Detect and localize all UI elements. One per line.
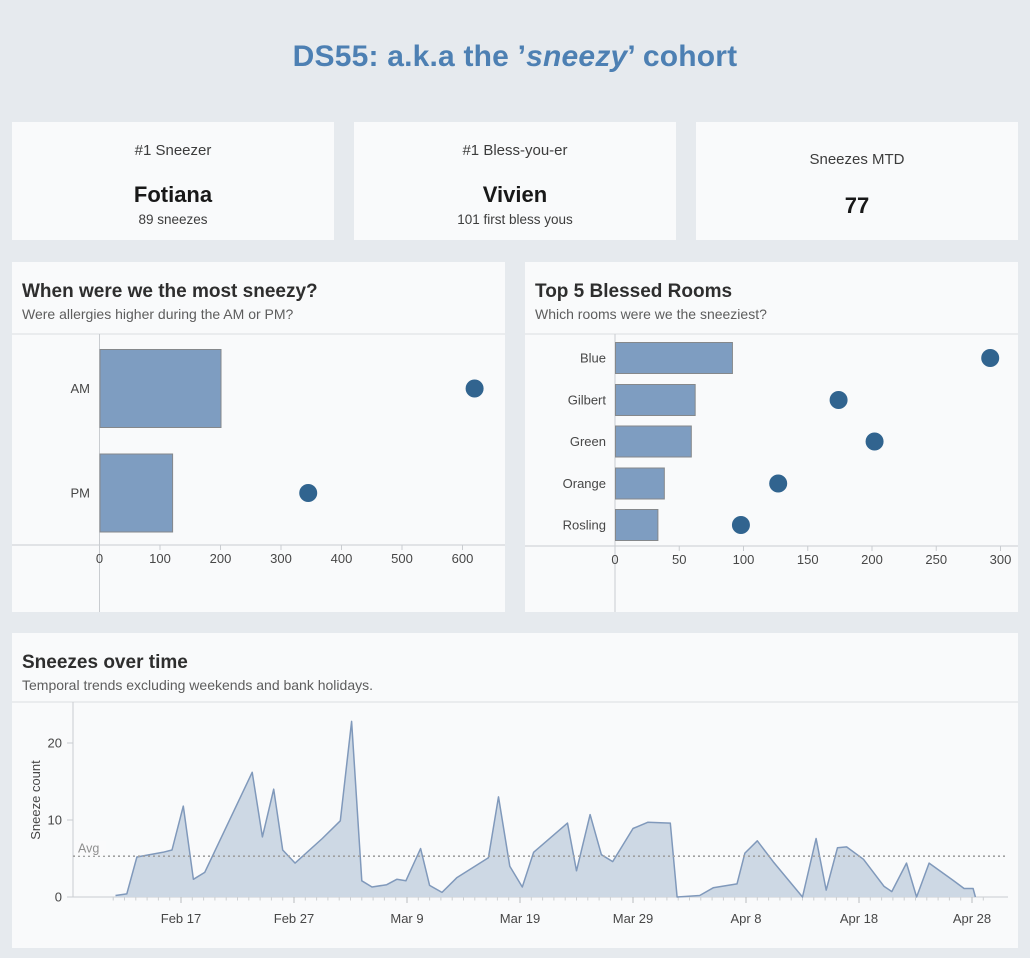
x-tick-label: Feb 27 [274, 911, 314, 926]
x-tick-label: Apr 28 [953, 911, 991, 926]
dashboard-title-em: sneezy [526, 40, 628, 73]
x-tick-label: Apr 18 [840, 911, 878, 926]
kpi-value: Fotiana [133, 182, 213, 207]
kpi-sub: 101 first bless yous [457, 212, 573, 227]
bar-AM[interactable] [99, 349, 222, 428]
x-tick-label: 200 [210, 551, 232, 566]
category-label: Green [570, 434, 606, 449]
x-tick-label: 200 [861, 552, 883, 567]
bar-Blue[interactable] [615, 342, 733, 374]
kpi-label: #1 Sneezer [134, 142, 212, 159]
x-tick-label: 100 [733, 552, 755, 567]
x-tick-label: Mar 29 [613, 911, 653, 926]
avg-label: Avg [78, 842, 99, 856]
x-tick-label: 100 [149, 551, 171, 566]
dot-Rosling[interactable] [731, 516, 750, 534]
kpi-label: Sneezes MTD [809, 151, 905, 168]
bar-Orange[interactable] [615, 467, 665, 500]
category-label: PM [71, 486, 91, 501]
x-tick-label: 50 [672, 552, 686, 567]
avg-label-chip [75, 840, 106, 856]
panel-subtitle: Which rooms were we the sneeziest? [535, 306, 767, 322]
x-tick-label: Apr 8 [730, 911, 761, 926]
kpi-value: Vivien [482, 182, 548, 207]
x-tick-label: 400 [331, 551, 353, 566]
x-tick-label: Mar 9 [390, 911, 423, 926]
category-label: Blue [580, 351, 606, 366]
sneeze-area[interactable] [115, 721, 976, 897]
dot-Green[interactable] [865, 432, 884, 451]
kpi-row: #1 Sneezer Fotiana 89 sneezes #1 Bless-y… [12, 122, 1018, 240]
y-axis-title: Sneeze count [28, 760, 43, 840]
y-tick-label: 20 [48, 736, 62, 751]
x-tick-label: 300 [270, 551, 292, 566]
panel-blessed-rooms: Top 5 Blessed Rooms Which rooms were we … [525, 262, 1018, 612]
x-tick-label: Feb 17 [161, 911, 201, 926]
category-label: Orange [563, 476, 606, 491]
kpi-sub: 89 sneezes [138, 212, 208, 227]
x-tick-label: 300 [990, 552, 1012, 567]
bar-PM[interactable] [99, 453, 174, 533]
x-tick-label: 150 [797, 552, 819, 567]
category-label: Rosling [563, 518, 606, 533]
kpi-value: 77 [844, 193, 870, 218]
panel-title: Sneezes over time [22, 652, 188, 673]
dashboard-title-post: ’ cohort [627, 40, 738, 73]
kpi-card-sneezes-mtd: Sneezes MTD 77 [696, 122, 1018, 240]
dot-AM[interactable] [465, 379, 484, 398]
kpi-card-top-sneezer: #1 Sneezer Fotiana 89 sneezes [12, 122, 334, 240]
dot-Gilbert[interactable] [829, 391, 848, 409]
panel-title: When were we the most sneezy? [22, 281, 318, 302]
category-label: AM [71, 381, 91, 396]
panel-title: Top 5 Blessed Rooms [535, 281, 733, 302]
dashboard-title-pre: DS55: a.k.a the ’ [292, 40, 527, 73]
dot-Blue[interactable] [981, 349, 1000, 367]
ampm-bar-chart[interactable]: 0 100 200 300 400 500 600 AM PM [12, 262, 505, 612]
kpi-card-top-blesser: #1 Bless-you-er Vivien 101 first bless y… [354, 122, 676, 240]
sneeze-line[interactable] [115, 720, 977, 898]
y-tick-label: 10 [48, 813, 62, 828]
timeseries-area-chart[interactable]: 0 10 20 Sneeze count Feb 17 Feb 27 Mar 9 Mar 19… [12, 633, 1018, 948]
x-tick-label: Mar 19 [500, 911, 540, 926]
x-tick-label: 600 [452, 551, 474, 566]
dot-Orange[interactable] [769, 474, 788, 493]
panel-when-sneezy: When were we the most sneezy? Were aller… [12, 262, 505, 612]
bar-Green[interactable] [615, 425, 692, 458]
y-tick-label: 0 [55, 890, 62, 905]
panel-subtitle: Were allergies higher during the AM or P… [22, 306, 294, 322]
category-label: Gilbert [568, 393, 607, 408]
dot-PM[interactable] [299, 484, 318, 502]
x-tick-label: 500 [391, 551, 413, 566]
x-tick-label: 250 [925, 552, 947, 567]
panel-sneezes-over-time: Sneezes over time Temporal trends exclud… [12, 633, 1018, 948]
rooms-bar-chart[interactable]: 0 50 100 150 200 250 300 Blue Gilbert Green Orange… [525, 262, 1018, 612]
x-tick-label: 0 [611, 552, 618, 567]
kpi-label: #1 Bless-you-er [462, 142, 568, 159]
bar-Rosling[interactable] [615, 509, 659, 541]
bar-Gilbert[interactable] [615, 384, 696, 416]
x-tick-label: 0 [96, 551, 103, 566]
dashboard-title: DS55: a.k.a the ’sneezy’ cohort [0, 40, 1030, 74]
panel-subtitle: Temporal trends excluding weekends and b… [22, 677, 373, 693]
